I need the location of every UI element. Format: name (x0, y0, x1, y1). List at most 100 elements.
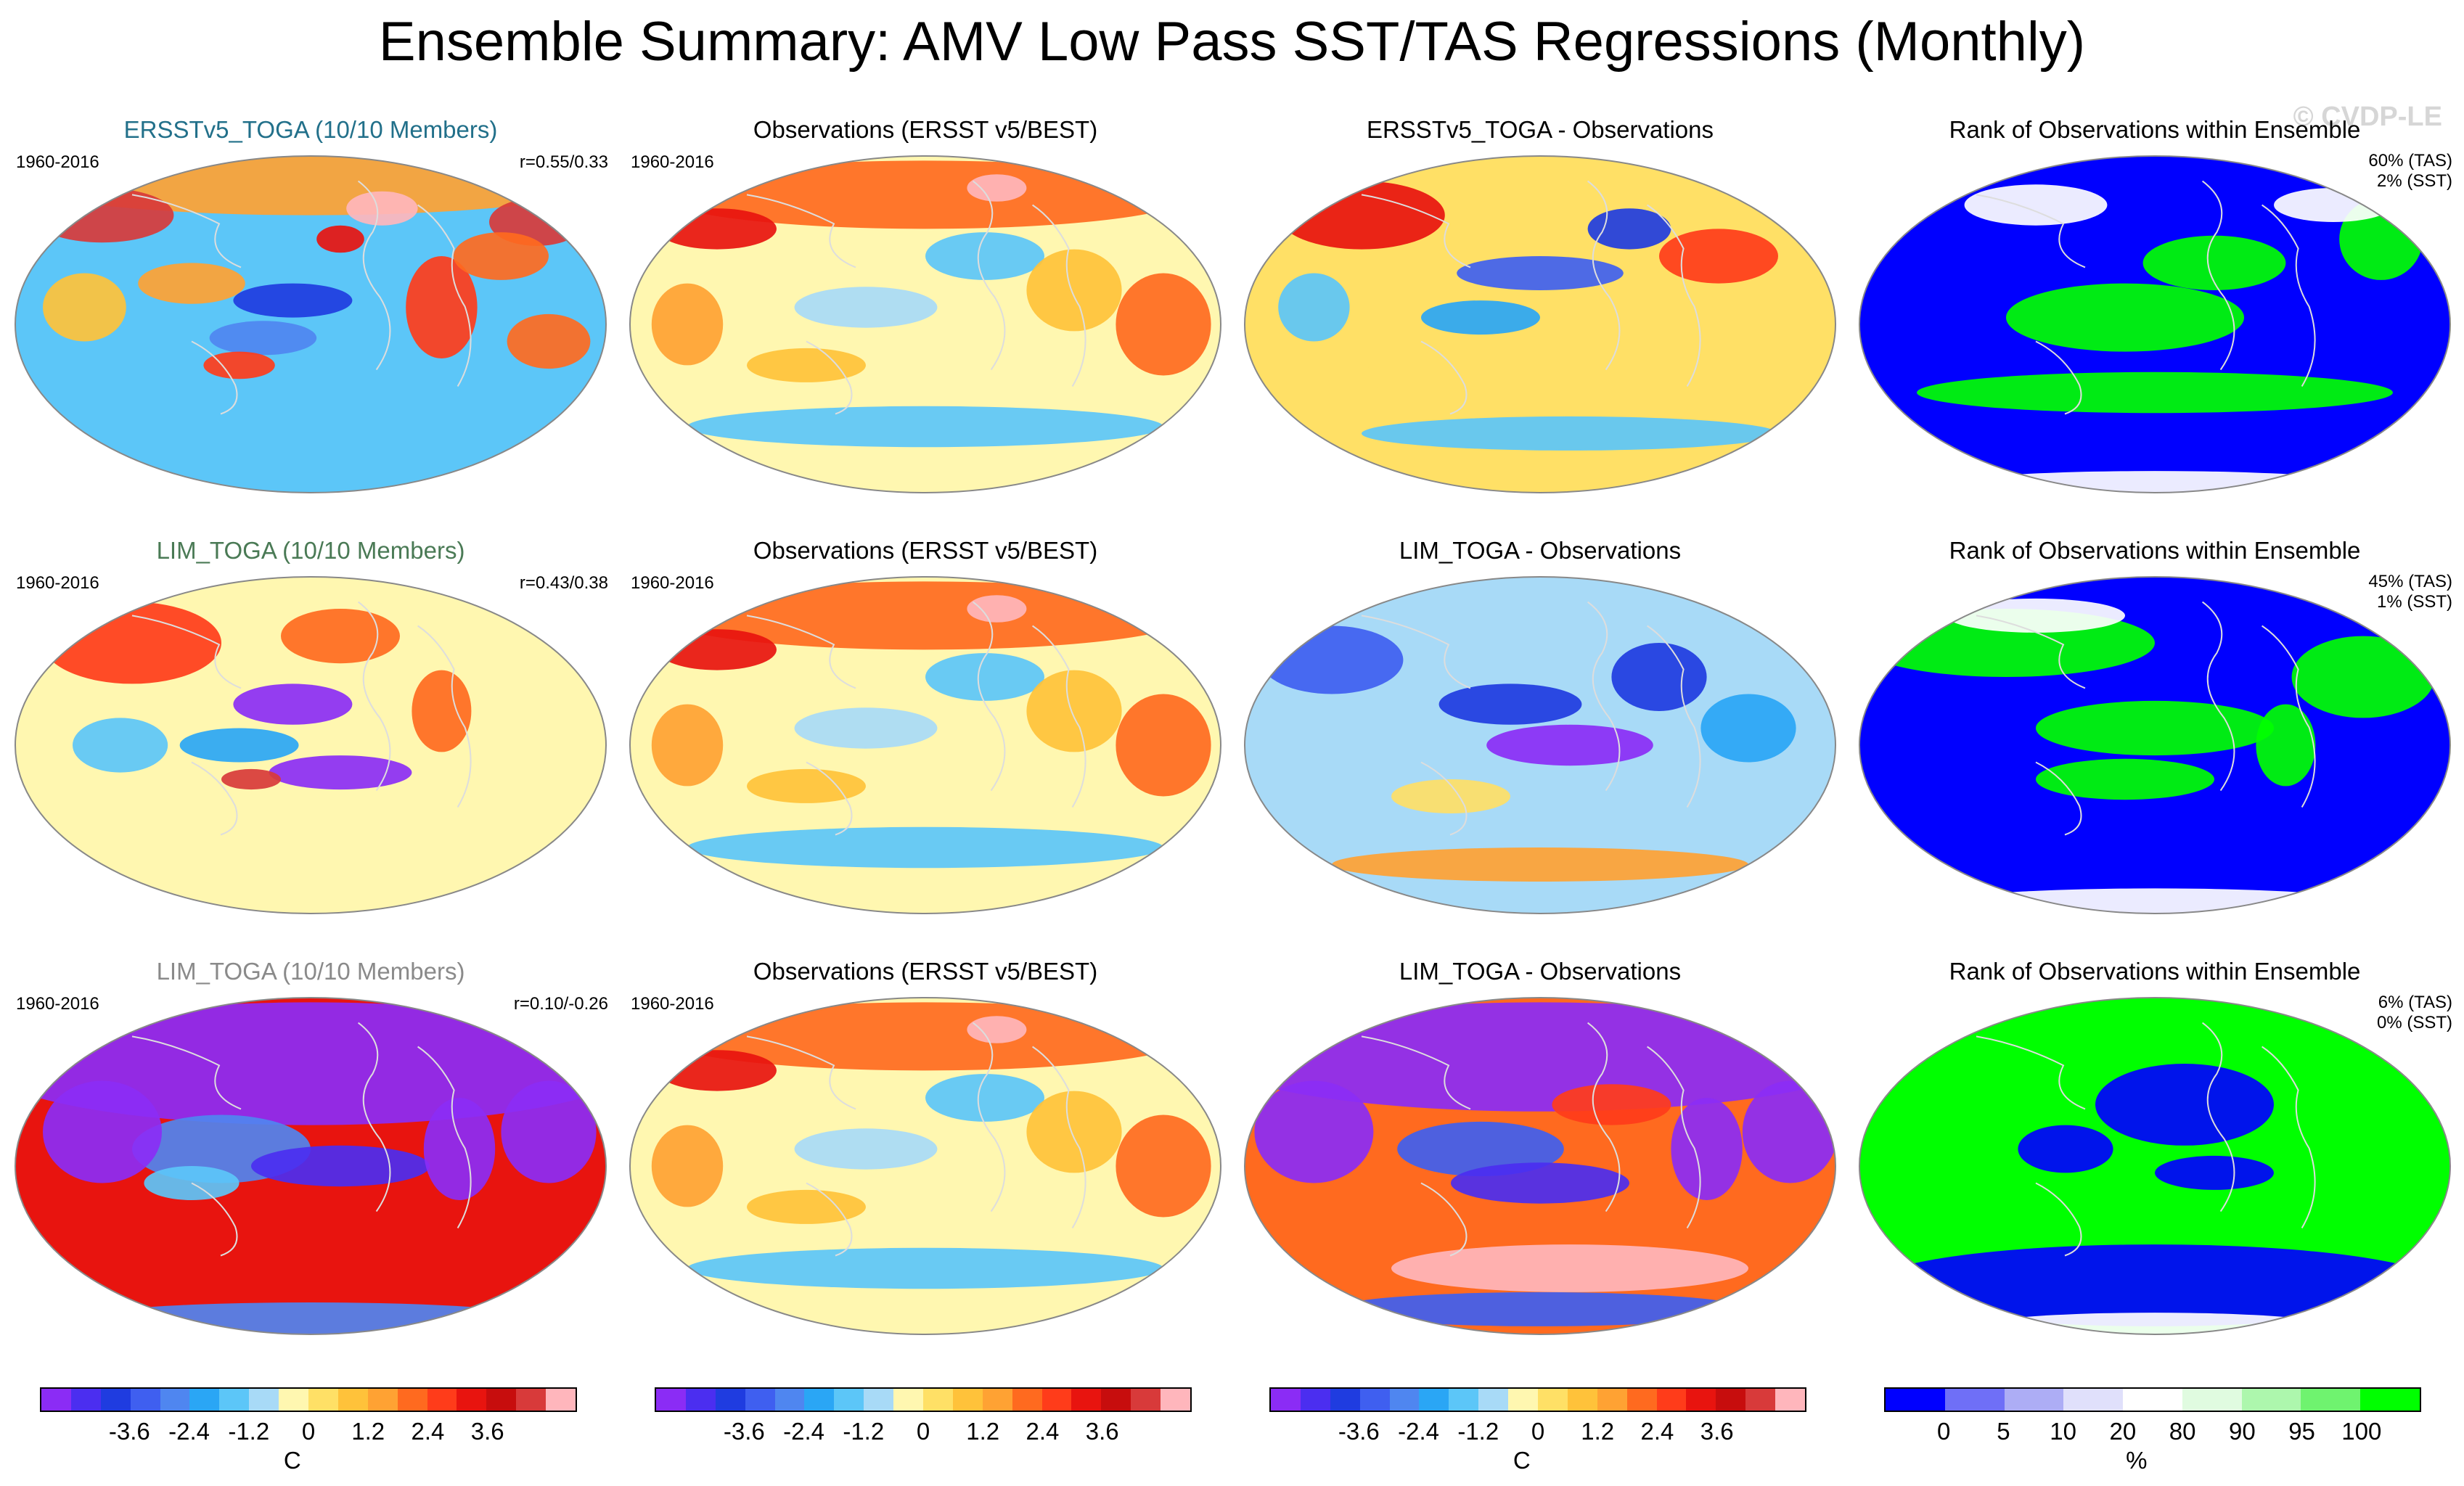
colorbar-tick-label: -3.6 (108, 1418, 150, 1445)
coastline (746, 615, 856, 689)
colorbar-tick-label: 5 (1997, 1418, 2010, 1445)
colorbar-swatch (1745, 1389, 1776, 1411)
field-anomaly (1438, 684, 1582, 725)
coastline (2035, 1182, 2082, 1257)
colorbar-tick-label: 100 (2341, 1418, 2382, 1445)
field-anomaly (1362, 416, 1778, 451)
coastline (1976, 194, 2086, 268)
colorbar-tick-label: -2.4 (168, 1418, 210, 1445)
rank-sst-label: 2% (SST) (2376, 171, 2452, 191)
colorbar-swatch (893, 1389, 924, 1411)
field-anomaly (658, 160, 1193, 229)
colorbar-tick-label: -1.2 (228, 1418, 270, 1445)
regression-map (15, 997, 607, 1335)
regression-map (1244, 155, 1836, 493)
coastline (357, 1022, 391, 1212)
obs-panel-title: Observations (ERSST v5/BEST) (753, 958, 1098, 985)
rank-panel-title: Rank of Observations within Ensemble (1949, 537, 2361, 564)
field-anomaly (1947, 471, 2363, 493)
colorbar-swatch (546, 1389, 576, 1411)
field-anomaly (346, 191, 418, 226)
rank-sst-label: 1% (SST) (2376, 592, 2452, 612)
coastline (2201, 1022, 2235, 1212)
field-anomaly (1026, 249, 1122, 332)
map-outline (1244, 997, 1836, 1335)
map-outline (629, 576, 1221, 914)
field-anomaly (967, 1016, 1027, 1043)
colorbar-swatch (1686, 1389, 1716, 1411)
field-anomaly (1659, 229, 1778, 284)
field-anomaly (412, 670, 472, 752)
coastline (1420, 340, 1468, 415)
colorbar-swatch (160, 1389, 190, 1411)
colorbar-tick-label: 2.4 (1640, 1418, 1674, 1445)
field-anomaly (73, 1302, 549, 1334)
colorbar-swatch (1389, 1389, 1420, 1411)
period-label: 1960-2016 (16, 994, 99, 1014)
field-anomaly (2142, 235, 2286, 290)
coastline (972, 1022, 1006, 1212)
colorbar-swatch (923, 1389, 953, 1411)
coastline (131, 194, 242, 268)
coastline (1361, 194, 1471, 268)
page-title: Ensemble Summary: AMV Low Pass SST/TAS R… (378, 11, 2086, 73)
field-anomaly (658, 581, 1193, 650)
field-anomaly (1332, 1292, 1748, 1326)
field-anomaly (747, 348, 866, 382)
colorbar-swatch (1626, 1389, 1657, 1411)
colorbar-swatch (2301, 1389, 2361, 1411)
colorbar-tick-label: 90 (2228, 1418, 2256, 1445)
colorbar-swatch (2063, 1389, 2124, 1411)
field-anomaly (1700, 694, 1796, 763)
rank-panel-title: Rank of Observations within Ensemble (1949, 116, 2361, 143)
colorbar-swatch (1041, 1389, 1072, 1411)
map-outline (1859, 997, 2451, 1335)
coastline (806, 761, 853, 836)
colorbar-swatch (397, 1389, 427, 1411)
colorbar-swatch (1597, 1389, 1627, 1411)
colorbar-tick-label: 1.2 (351, 1418, 385, 1445)
colorbar-tick-label: -1.2 (1457, 1418, 1499, 1445)
coastline (972, 601, 1006, 792)
colorbar-swatch (41, 1389, 71, 1411)
field-anomaly (687, 826, 1163, 869)
field-anomaly (1245, 1002, 1835, 1112)
field-anomaly (2291, 636, 2435, 718)
regression-map (1244, 576, 1836, 914)
coastline (1647, 204, 1701, 387)
map-outline (15, 997, 607, 1335)
colorbar-swatch (130, 1389, 160, 1411)
field-anomaly (1116, 694, 1211, 797)
field-anomaly (1332, 847, 1748, 882)
colorbar-unit: C (283, 1447, 301, 1474)
colorbar-tick-label: 0 (916, 1418, 930, 1445)
colorbar-swatch (2241, 1389, 2301, 1411)
coastline (806, 340, 853, 415)
coastline (1647, 625, 1701, 808)
coastline (191, 340, 238, 415)
colorbar-swatch (1101, 1389, 1131, 1411)
field-anomaly (203, 351, 275, 379)
rank-panel-title: Rank of Observations within Ensemble (1949, 958, 2361, 985)
field-anomaly (1486, 724, 1653, 766)
field-anomaly (30, 188, 174, 243)
coastline (1361, 615, 1471, 689)
colorbar-swatch (1419, 1389, 1449, 1411)
field-anomaly (406, 256, 478, 358)
rank-tas-label: 6% (TAS) (2378, 993, 2452, 1012)
colorbar (655, 1387, 1192, 1412)
period-label: 1960-2016 (631, 573, 714, 593)
coastline (2035, 761, 2082, 836)
coastline (357, 180, 391, 371)
colorbar-tick-label: -3.6 (1338, 1418, 1380, 1445)
coastline (191, 761, 238, 836)
coastline (1976, 1035, 2086, 1110)
field-anomaly (1391, 1244, 1748, 1292)
coastline (2262, 625, 2316, 808)
colorbar-swatch (457, 1389, 487, 1411)
field-anomaly (658, 1002, 1193, 1071)
field-anomaly (1451, 1162, 1629, 1204)
rank-map (1859, 576, 2451, 914)
field-anomaly (651, 1125, 724, 1207)
colorbar-swatch (864, 1389, 894, 1411)
